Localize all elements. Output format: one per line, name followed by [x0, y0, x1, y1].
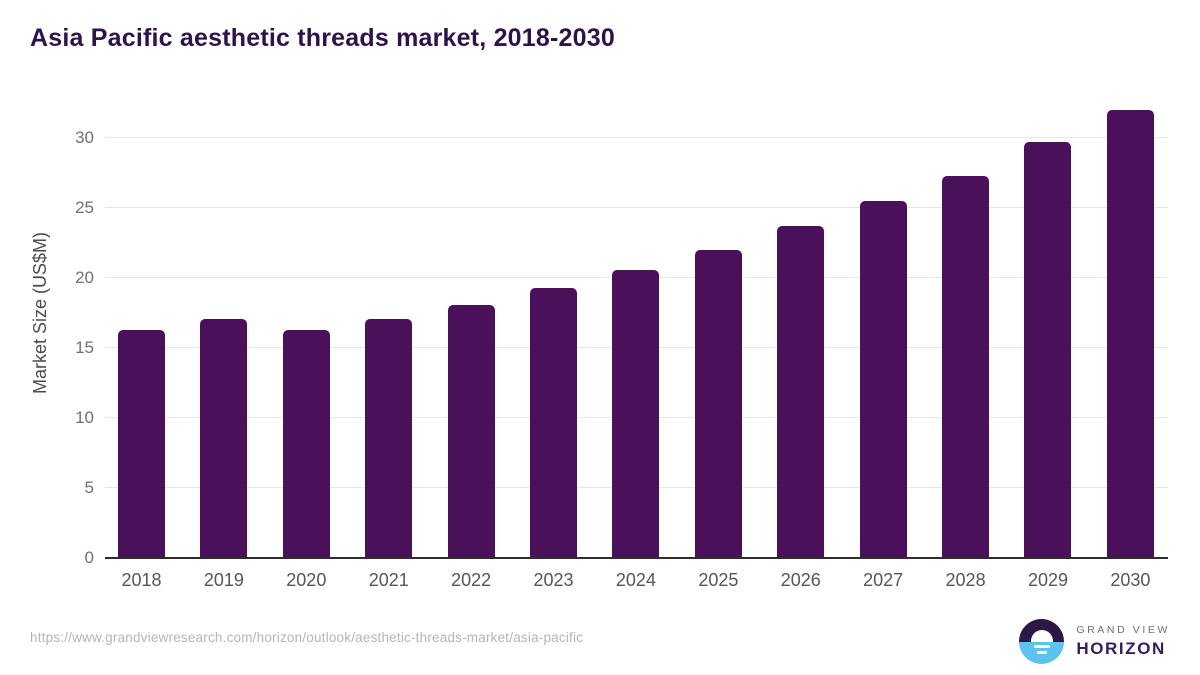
bar-item-2018: 2018: [118, 329, 165, 590]
y-tick-label-10: 10: [75, 408, 94, 427]
x-tick-label-2028: 2028: [945, 570, 986, 590]
y-tick-label-5: 5: [84, 478, 94, 497]
bar-item-2030: 2030: [1106, 110, 1154, 590]
bar-item-2020: 2020: [282, 329, 330, 590]
x-tick-label-2019: 2019: [203, 570, 244, 590]
logo-reflection-line-2: [1036, 651, 1047, 654]
logo-horizon-text: HORIZON: [1076, 639, 1166, 658]
plot-area: 2018 2019 2020 2021 2022 2023 2024 2025 2026 2027…: [75, 110, 1168, 590]
bar-2022: [447, 304, 495, 558]
x-tick-label-2027: 2027: [863, 570, 904, 590]
bar-item-2024: 2024: [612, 269, 660, 590]
logo-wordmark: GRAND VIEW HORIZON: [1076, 624, 1170, 659]
bar-item-2026: 2026: [777, 226, 825, 590]
y-tick-label-0: 0: [84, 548, 94, 567]
y-tick-label-20: 20: [75, 268, 94, 287]
bar-2028: [942, 175, 990, 558]
source-url: https://www.grandviewresearch.com/horizo…: [30, 630, 584, 645]
y-tick-label-30: 30: [75, 128, 94, 147]
x-tick-label-2026: 2026: [780, 570, 821, 590]
bar-2018: [118, 329, 165, 558]
x-tick-label-2024: 2024: [615, 570, 656, 590]
x-tick-label-2021: 2021: [368, 570, 409, 590]
y-tick-label-15: 15: [75, 338, 94, 357]
logo-sun-dome: [1030, 630, 1053, 642]
logo-grand-view-text: GRAND VIEW: [1076, 624, 1170, 636]
bar-item-2019: 2019: [200, 318, 248, 590]
gridline-30: [105, 137, 1168, 138]
bar-item-2025: 2025: [694, 250, 742, 590]
sunrise-horizon-icon: [1019, 619, 1065, 664]
bar-2030: [1106, 110, 1154, 558]
logo-reflection-line-1: [1033, 645, 1050, 648]
bar-2020: [282, 329, 330, 558]
x-tick-label-2029: 2029: [1027, 570, 1068, 590]
bar-item-2022: 2022: [447, 304, 495, 590]
chart-title: Asia Pacific aesthetic threads market, 2…: [30, 24, 615, 52]
x-tick-label-2030: 2030: [1110, 570, 1151, 590]
bar-2029: [1024, 142, 1072, 558]
bar-item-2027: 2027: [859, 201, 907, 590]
x-tick-label-2025: 2025: [698, 570, 739, 590]
x-tick-label-2018: 2018: [121, 570, 162, 590]
y-tick-label-25: 25: [75, 198, 94, 217]
bar-item-2021: 2021: [365, 318, 413, 590]
bar-item-2029: 2029: [1024, 142, 1072, 590]
brand-logo: GRAND VIEW HORIZON: [1019, 619, 1170, 664]
bar-item-2023: 2023: [530, 287, 578, 590]
bar-item-2028: 2028: [942, 175, 990, 590]
gridline-25: [105, 207, 1168, 208]
x-axis-line: [105, 557, 1168, 559]
bar-2023: [530, 287, 578, 558]
bar-2027: [859, 201, 907, 558]
bars-container: 2018 2019 2020 2021 2022 2023 2024 2025 2026 2027…: [105, 110, 1168, 590]
bar-2019: [200, 318, 248, 558]
x-tick-label-2022: 2022: [451, 570, 492, 590]
bar-2021: [365, 318, 413, 558]
bar-2024: [612, 269, 660, 558]
bar-2026: [777, 226, 825, 558]
y-axis-title: Market Size (US$M): [30, 232, 50, 395]
x-tick-label-2020: 2020: [286, 570, 327, 590]
footer: https://www.grandviewresearch.com/horizo…: [30, 616, 1170, 666]
bar-2025: [694, 250, 742, 558]
x-tick-label-2023: 2023: [533, 570, 574, 590]
